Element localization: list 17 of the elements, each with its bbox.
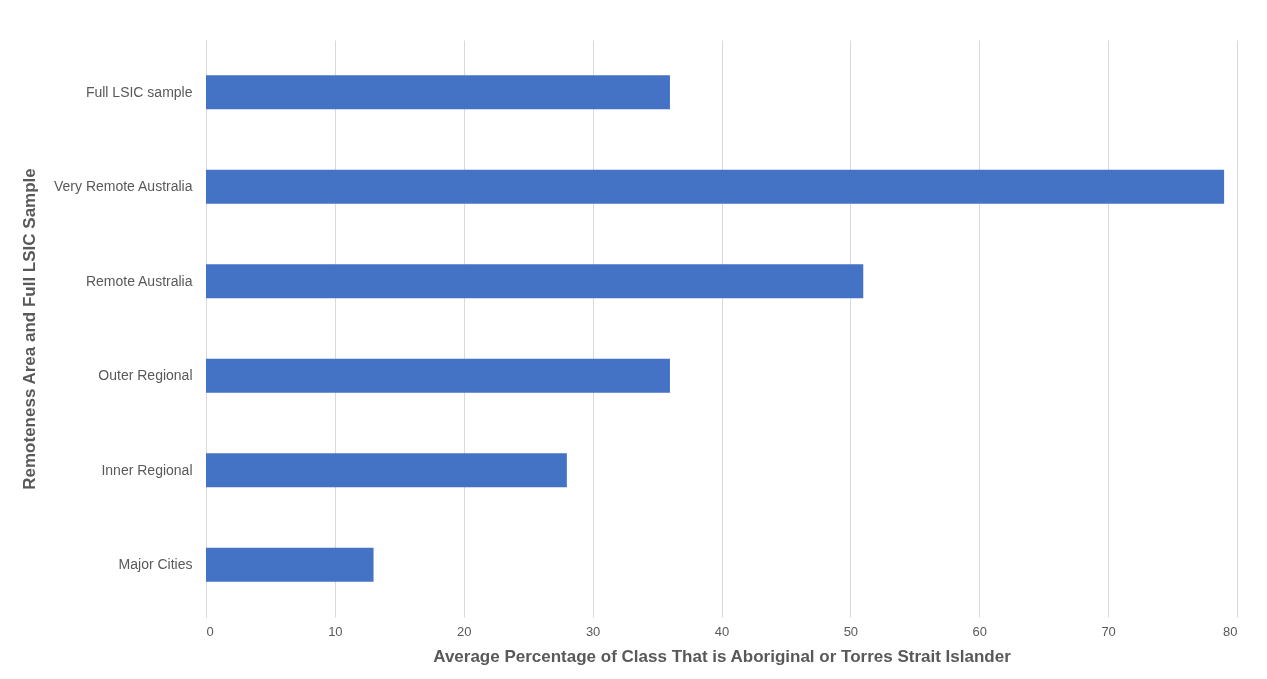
x-tick-label: 0 — [206, 623, 214, 639]
y-tick-label: Remote Australia — [85, 272, 193, 289]
x-tick-label: 20 — [457, 623, 472, 639]
x-tick-label: 80 — [1223, 623, 1238, 639]
y-tick-label: Major Cities — [118, 556, 193, 573]
y-axis-title: Remoteness Area and Full LSIC Sample — [20, 168, 40, 490]
y-tick-label: Inner Regional — [101, 461, 193, 478]
x-tick-label: 70 — [1101, 623, 1116, 639]
x-tick-label: 40 — [714, 623, 730, 639]
x-tick-label: 30 — [585, 623, 601, 639]
y-tick-label: Outer Regional — [98, 367, 193, 384]
x-tick-label: 60 — [972, 623, 987, 639]
x-tick-label: 50 — [843, 623, 859, 639]
x-tick-label: 10 — [328, 623, 343, 639]
y-tick-label: Very Remote Australia — [53, 178, 193, 195]
x-axis-title: Average Percentage of Class That is Aboriginal or Torres Strait Islander — [433, 646, 1012, 666]
y-tick-label: Full LSIC sample — [85, 83, 193, 100]
